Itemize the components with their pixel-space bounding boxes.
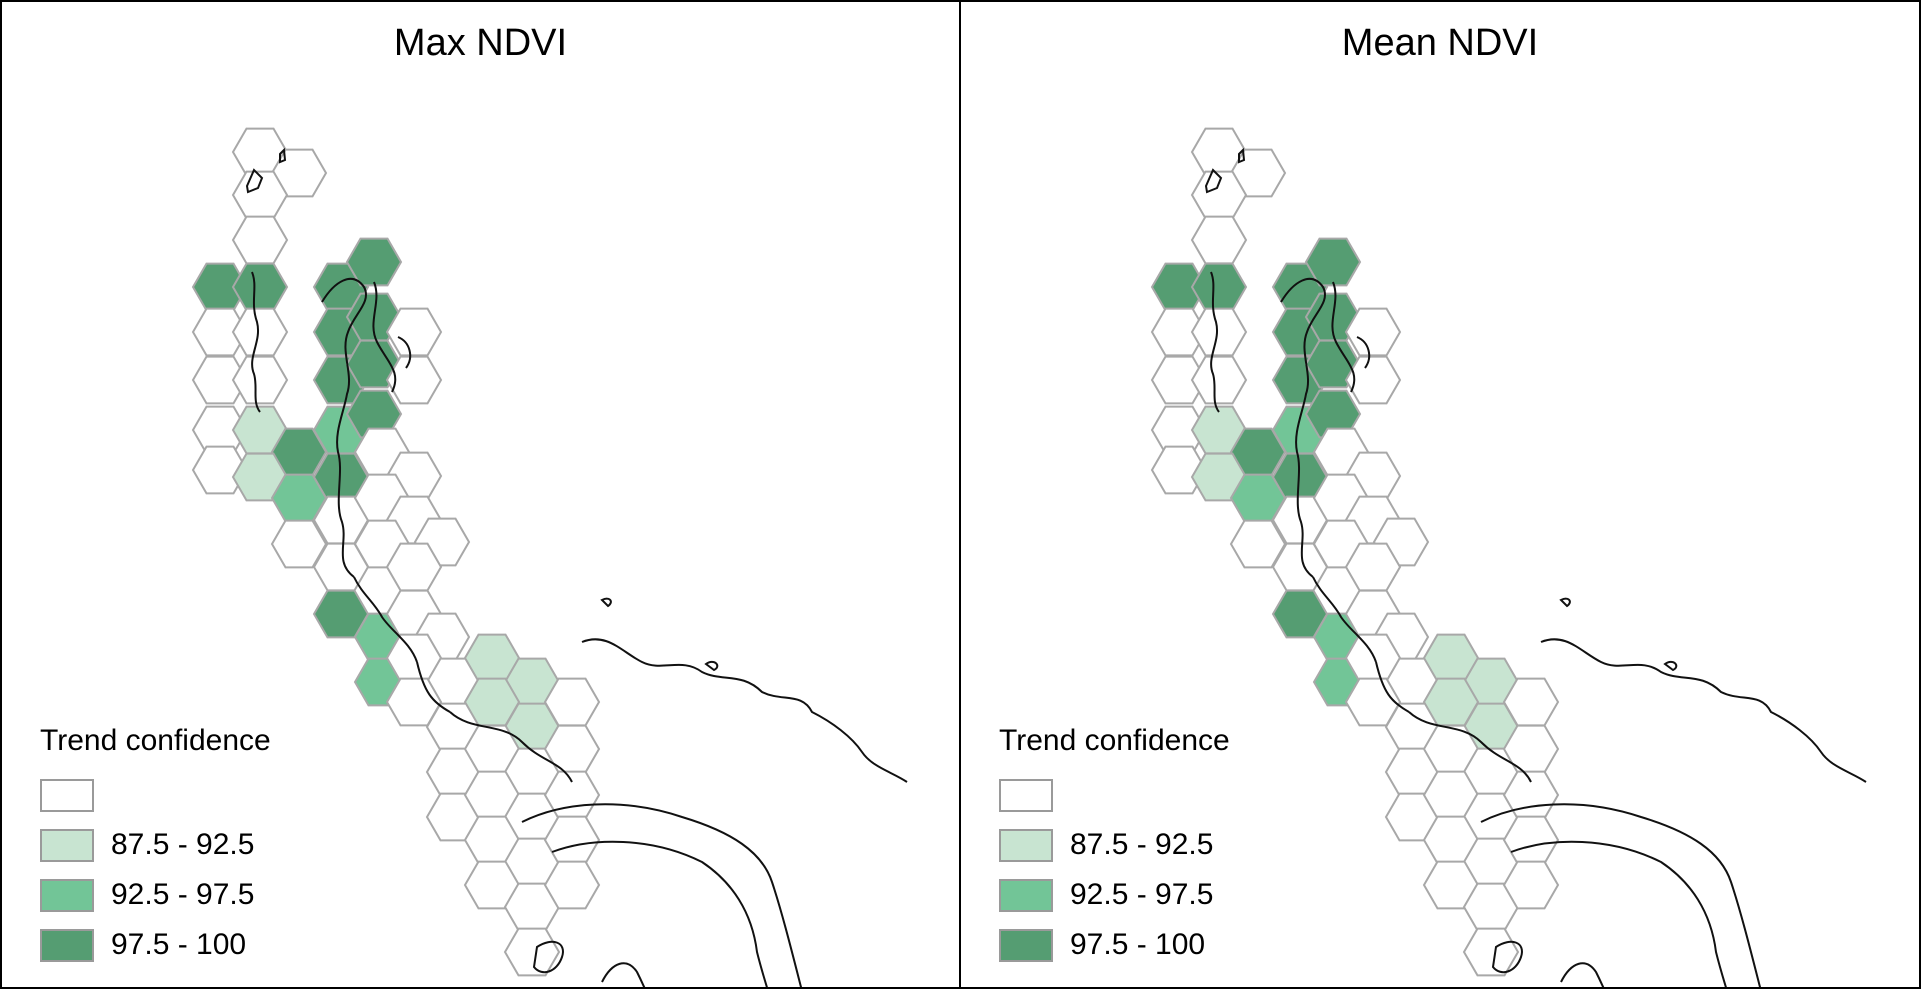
coastline-segment <box>581 638 908 783</box>
legend-item-low: 87.5 - 92.5 <box>999 820 1230 870</box>
coastline-segment <box>1356 336 1371 369</box>
coastline-segment <box>279 147 287 164</box>
coastline-segment <box>704 660 719 672</box>
hex-cell-none <box>1344 355 1402 405</box>
legend-label: 97.5 - 100 <box>1070 928 1206 961</box>
coastline-segment <box>372 281 397 393</box>
coastline-segment <box>1280 277 1326 578</box>
hex-cell-none <box>1150 355 1208 405</box>
hex-cell-none <box>231 355 289 405</box>
hex-cell-none <box>231 215 289 265</box>
coastline-segment <box>1663 660 1678 672</box>
coastline-segment <box>551 840 768 987</box>
coastline-segment <box>1204 168 1223 194</box>
coastline-segment <box>353 576 418 663</box>
legend-swatch-high <box>40 928 94 962</box>
hex-cell-none <box>1462 927 1520 977</box>
panel-title-max-ndvi: Max NDVI <box>393 22 568 64</box>
legend-swatch-none <box>40 778 94 812</box>
coastline-segment <box>251 271 261 413</box>
coastline-segment <box>416 661 451 713</box>
coastline-segment <box>1408 711 1532 783</box>
legend-item-mid: 92.5 - 97.5 <box>40 870 271 920</box>
hex-cell-none <box>1229 519 1287 569</box>
hex-cell-none <box>385 307 443 357</box>
coastline-segment <box>1312 576 1377 663</box>
hex-cell-none <box>191 355 249 405</box>
hex-cell-none <box>385 355 443 405</box>
coastline-segment <box>601 962 646 987</box>
coastline-segment <box>1560 962 1605 987</box>
legend-item-high: 97.5 - 100 <box>40 920 271 970</box>
coastline-segment <box>1375 661 1410 713</box>
hex-cell-none <box>1190 307 1248 357</box>
hex-map-max-ndvi <box>191 127 908 987</box>
hex-cell-none <box>231 307 289 357</box>
legend-label: 87.5 - 92.5 <box>111 828 255 861</box>
hex-cell-high <box>1304 237 1362 287</box>
coastline-segment <box>1331 281 1356 393</box>
coastline-segment <box>521 803 803 987</box>
hex-cell-none <box>191 307 249 357</box>
legend-label: 97.5 - 100 <box>111 928 247 961</box>
legend-title: Trend confidence <box>40 724 271 757</box>
map-panel-max-ndvi: Max NDVI Trend confidence 87.5 - 92.5 92… <box>0 0 961 989</box>
legend-swatch-low <box>999 828 1053 862</box>
coastline-segment <box>1491 940 1523 974</box>
coastline-segment <box>449 711 573 783</box>
coastline-segment <box>1238 147 1246 164</box>
hex-cell-high <box>231 262 289 312</box>
hex-cell-high <box>345 237 403 287</box>
legend-item-high: 97.5 - 100 <box>999 920 1230 970</box>
legend-item-mid: 92.5 - 97.5 <box>999 870 1230 920</box>
legend-item-low: 87.5 - 92.5 <box>40 820 271 870</box>
coastline <box>245 147 908 987</box>
legend-label: 87.5 - 92.5 <box>1070 828 1214 861</box>
legend-swatch-none <box>999 778 1053 812</box>
hex-cell-none <box>191 445 249 495</box>
hex-grid <box>191 127 601 977</box>
legend-item-none <box>40 770 271 820</box>
legend-mean-ndvi: Trend confidence 87.5 - 92.5 92.5 - 97.5… <box>999 724 1230 970</box>
coastline-segment <box>321 277 367 578</box>
legend-swatch-mid <box>40 878 94 912</box>
legend-label: 92.5 - 97.5 <box>111 878 255 911</box>
legend-item-none <box>999 770 1230 820</box>
map-panel-mean-ndvi: Mean NDVI Trend confidence 87.5 - 92.5 9… <box>959 0 1921 989</box>
legend-swatch-high <box>999 928 1053 962</box>
hex-map-mean-ndvi <box>1150 127 1867 987</box>
hex-cell-none <box>543 860 601 910</box>
legend-swatch-mid <box>999 878 1053 912</box>
legend-swatch-low <box>40 828 94 862</box>
hex-cell-none <box>1150 307 1208 357</box>
hex-cell-none <box>1190 355 1248 405</box>
coastline <box>1204 147 1867 987</box>
hex-grid <box>1150 127 1560 977</box>
coastline-segment <box>1210 271 1220 413</box>
hex-cell-none <box>270 519 328 569</box>
coastline-segment <box>1559 597 1571 608</box>
coastline-segment <box>1510 840 1727 987</box>
coastline-segment <box>245 168 264 194</box>
coastline-segment <box>397 336 412 369</box>
legend-label: 92.5 - 97.5 <box>1070 878 1214 911</box>
coastline-segment <box>1480 803 1762 987</box>
hex-cell-none <box>1344 307 1402 357</box>
coastline-segment <box>532 940 564 974</box>
coastline-segment <box>1540 638 1867 783</box>
coastline-segment <box>600 597 612 608</box>
hex-cell-none <box>1502 860 1560 910</box>
hex-cell-none <box>503 927 561 977</box>
hex-cell-high <box>1190 262 1248 312</box>
panel-title-mean-ndvi: Mean NDVI <box>1341 22 1539 64</box>
legend-max-ndvi: Trend confidence 87.5 - 92.5 92.5 - 97.5… <box>40 724 271 970</box>
hex-cell-none <box>1190 215 1248 265</box>
hex-cell-none <box>1150 445 1208 495</box>
legend-title: Trend confidence <box>999 724 1230 757</box>
